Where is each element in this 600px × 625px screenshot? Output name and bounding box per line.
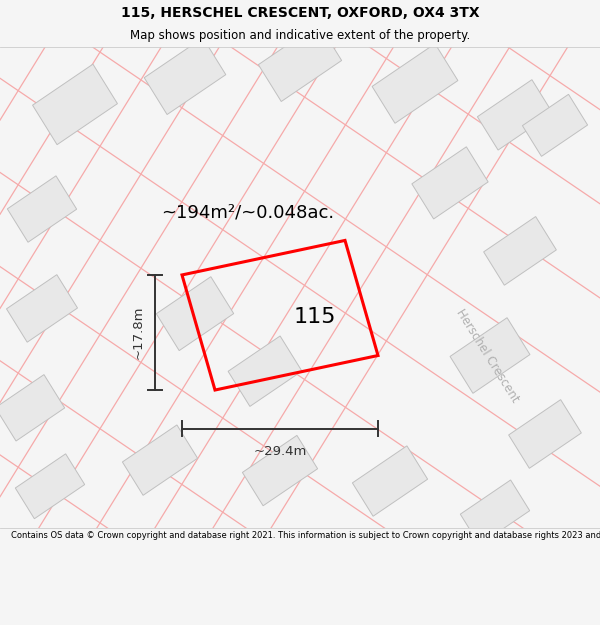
Polygon shape — [0, 374, 65, 441]
Polygon shape — [372, 44, 458, 123]
Polygon shape — [7, 274, 77, 342]
Polygon shape — [122, 425, 197, 495]
Text: Map shows position and indicative extent of the property.: Map shows position and indicative extent… — [130, 29, 470, 42]
Polygon shape — [7, 176, 77, 242]
Polygon shape — [228, 336, 302, 406]
Polygon shape — [16, 454, 85, 519]
Polygon shape — [450, 318, 530, 393]
Text: 115: 115 — [294, 307, 336, 327]
Polygon shape — [242, 436, 317, 506]
Polygon shape — [352, 446, 428, 516]
Polygon shape — [144, 38, 226, 114]
Text: 115, HERSCHEL CRESCENT, OXFORD, OX4 3TX: 115, HERSCHEL CRESCENT, OXFORD, OX4 3TX — [121, 6, 479, 20]
Polygon shape — [32, 64, 118, 144]
Polygon shape — [484, 216, 556, 285]
Polygon shape — [157, 277, 233, 351]
Polygon shape — [412, 147, 488, 219]
Polygon shape — [509, 399, 581, 468]
Text: Herschel Crescent: Herschel Crescent — [453, 306, 521, 404]
Text: ~29.4m: ~29.4m — [253, 446, 307, 459]
Polygon shape — [259, 24, 341, 101]
Text: Contains OS data © Crown copyright and database right 2021. This information is : Contains OS data © Crown copyright and d… — [11, 531, 600, 540]
Text: ~194m²/~0.048ac.: ~194m²/~0.048ac. — [161, 203, 335, 221]
Polygon shape — [478, 80, 553, 150]
Polygon shape — [523, 94, 587, 156]
Text: ~17.8m: ~17.8m — [132, 306, 145, 359]
Polygon shape — [460, 480, 530, 545]
